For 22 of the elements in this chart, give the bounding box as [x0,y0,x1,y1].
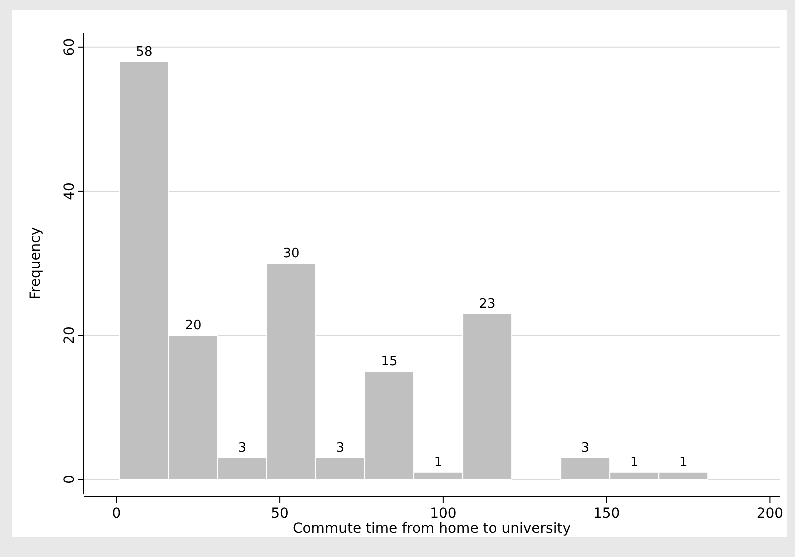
y-tick-label: 0 [62,475,78,484]
data-label: 15 [381,354,398,370]
y-tick-label: 60 [62,38,78,56]
x-axis-title: Commute time from home to university [292,521,572,537]
x-tick-label: 150 [593,506,620,522]
data-label: 23 [479,296,496,312]
data-label: 1 [630,455,639,470]
data-label: 58 [136,44,153,60]
x-tick-label: 50 [271,506,289,522]
x-tick-label: 0 [112,506,122,522]
data-label: 3 [238,440,247,456]
data-label: 30 [283,246,300,262]
data-label: 1 [679,455,688,470]
data-label: 3 [581,440,590,456]
data-label: 20 [185,318,202,334]
x-tick-label: 100 [430,506,457,522]
y-tick-label: 40 [62,182,78,200]
data-label: 3 [336,440,345,456]
data-label: 1 [434,455,443,470]
x-tick-label: 200 [756,506,784,522]
y-axis-title: Frequency [28,227,44,300]
y-tick-label: 20 [62,326,78,344]
